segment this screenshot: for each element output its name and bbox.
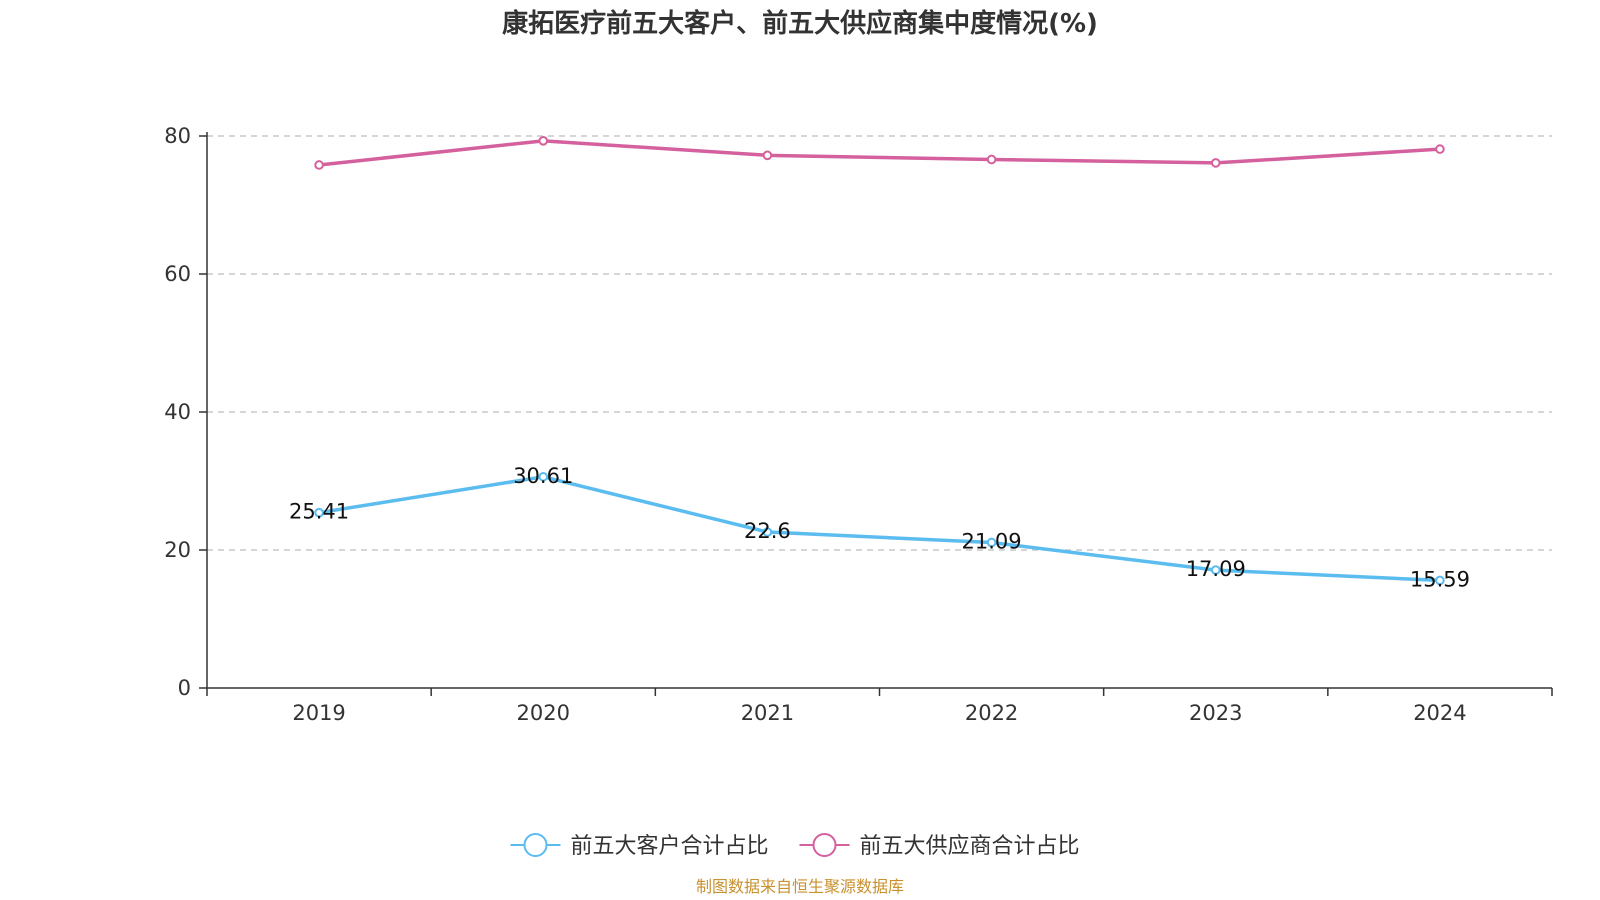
chart-title: 康拓医疗前五大客户、前五大供应商集中度情况(%) [502,8,1098,39]
series-0-point-2020 [538,471,549,482]
legend-label-1: 前五大供应商合计占比 [860,834,1080,859]
data-label-2019: 25.41 [289,500,349,524]
grid-lines [207,135,1552,551]
legend-marker-icon-0 [523,833,548,857]
legend-label-0: 前五大客户合计占比 [571,834,769,859]
series-lines [314,136,1445,586]
y-tick-label-20: 20 [164,538,191,562]
series-line-1 [317,139,1442,167]
axes: 0 20 40 60 80 2019 2020 2021 2022 2023 2024 [164,124,1553,725]
data-label-2024: 15.59 [1410,567,1470,591]
series-0-point-2023 [1210,565,1221,575]
data-label-2022: 21.09 [962,529,1022,553]
x-tick-label-2022: 2022 [965,701,1018,725]
series-0-point-2024 [1435,575,1445,586]
data-label-2021: 22.6 [744,519,791,543]
series-1-point-2024 [1435,144,1445,154]
legend: 前五大客户合计占比 前五大供应商合计占比 [510,833,1080,859]
y-tick-label-40: 40 [164,400,191,424]
data-label-2023: 17.09 [1186,557,1246,581]
x-tick-label-2019: 2019 [292,701,345,725]
series-0-point-2021 [762,527,773,537]
series-1-point-2022 [986,154,997,165]
source-note: 制图数据来自恒生聚源数据库 [696,877,904,896]
series-0-point-2022 [986,537,997,548]
x-tick-label-2021: 2021 [741,701,794,725]
y-tick-label-80: 80 [164,124,191,148]
x-tick-label-2020: 2020 [517,701,570,725]
series-1-point-2019 [314,160,324,170]
series-line-0 [317,475,1442,583]
x-tick-label-2024: 2024 [1413,701,1466,725]
y-tick-label-60: 60 [164,262,191,286]
x-tick-label-2023: 2023 [1189,701,1242,725]
series-1-point-2023 [1210,158,1221,168]
y-tick-label-0: 0 [178,676,191,700]
legend-marker-icon-1 [812,833,837,857]
data-label-2020: 30.61 [513,464,573,488]
series-0-point-2019 [314,507,324,518]
series-1-point-2020 [538,136,549,146]
data-labels: 25.41 30.61 22.6 21.09 17.09 15.59 [289,464,1470,592]
series-1-point-2021 [762,150,773,161]
